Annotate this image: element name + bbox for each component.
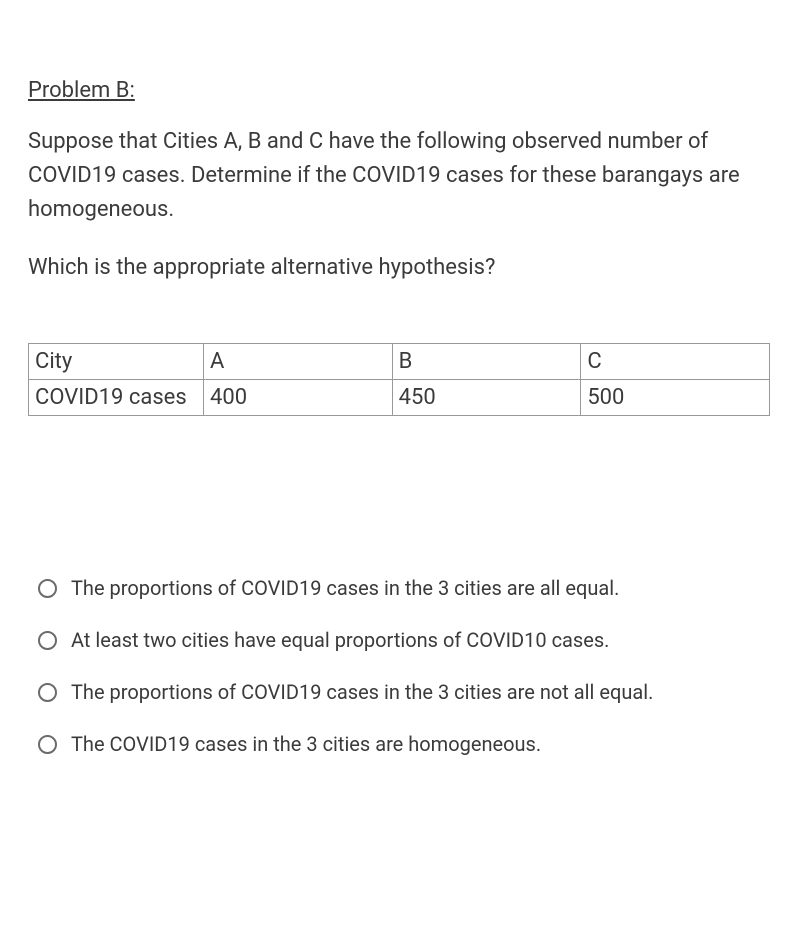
radio-icon bbox=[38, 683, 57, 702]
radio-icon bbox=[38, 631, 57, 650]
problem-title: Problem B: bbox=[28, 78, 770, 103]
table-cell-row-label: City bbox=[29, 344, 204, 380]
option-label: The COVID19 cases in the 3 cities are ho… bbox=[71, 732, 541, 756]
option-label: At least two cities have equal proportio… bbox=[71, 628, 609, 652]
data-table: City A B C COVID19 cases 400 450 500 bbox=[28, 343, 770, 416]
table-row: COVID19 cases 400 450 500 bbox=[29, 380, 770, 416]
question-text: Which is the appropriate alternative hyp… bbox=[28, 251, 770, 285]
problem-description: Suppose that Cities A, B and C have the … bbox=[28, 125, 770, 227]
table-cell: B bbox=[392, 344, 581, 380]
table-row: City A B C bbox=[29, 344, 770, 380]
radio-option[interactable]: The proportions of COVID19 cases in the … bbox=[28, 576, 770, 600]
radio-icon bbox=[38, 735, 57, 754]
table-cell: 500 bbox=[581, 380, 770, 416]
table-cell: 450 bbox=[392, 380, 581, 416]
option-label: The proportions of COVID19 cases in the … bbox=[71, 576, 619, 600]
table-cell: A bbox=[204, 344, 393, 380]
options-group: The proportions of COVID19 cases in the … bbox=[28, 576, 770, 756]
table-cell: 400 bbox=[204, 380, 393, 416]
table-cell-row-label: COVID19 cases bbox=[29, 380, 204, 416]
radio-option[interactable]: The proportions of COVID19 cases in the … bbox=[28, 680, 770, 704]
option-label: The proportions of COVID19 cases in the … bbox=[71, 680, 653, 704]
radio-icon bbox=[38, 579, 57, 598]
table-cell: C bbox=[581, 344, 770, 380]
radio-option[interactable]: The COVID19 cases in the 3 cities are ho… bbox=[28, 732, 770, 756]
radio-option[interactable]: At least two cities have equal proportio… bbox=[28, 628, 770, 652]
